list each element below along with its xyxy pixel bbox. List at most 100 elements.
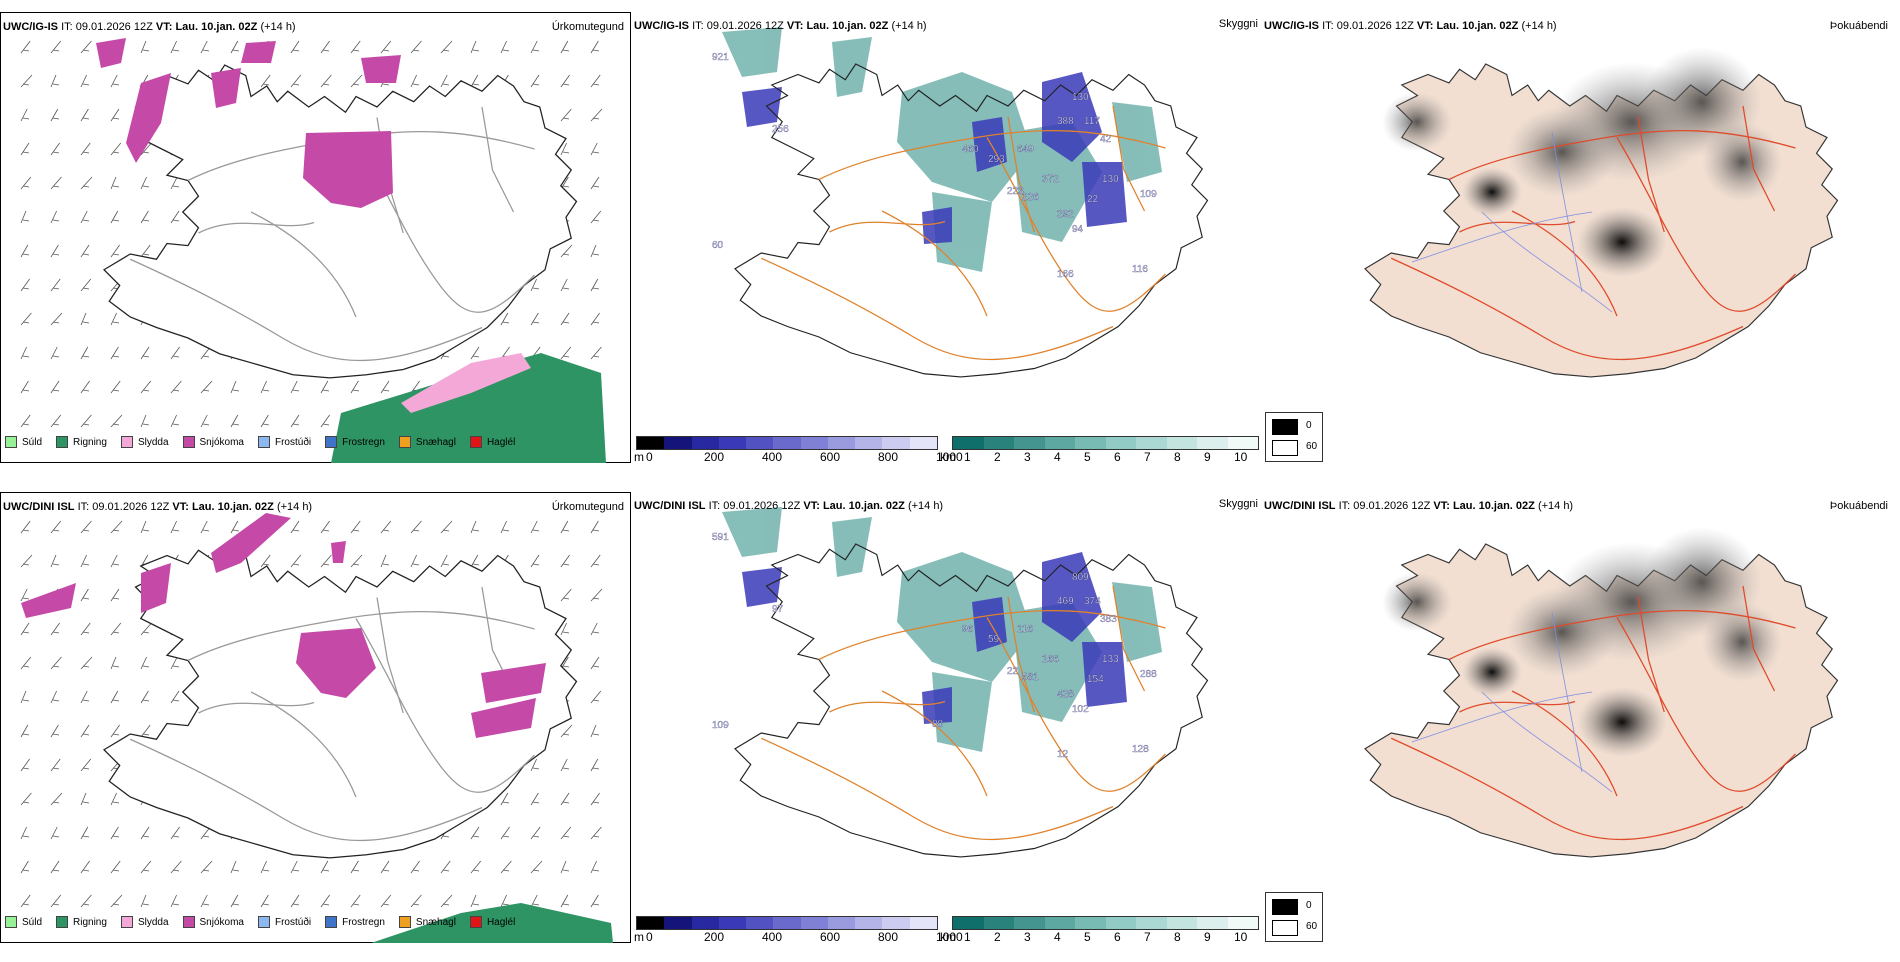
cloud-base-label: 293 <box>988 154 1005 165</box>
cloud-base-label: 116 <box>1132 264 1148 275</box>
legend-item-0: Súld <box>5 436 42 448</box>
cloud-base-label: 292 <box>1057 209 1074 220</box>
panel-header-cloud: UWC/DINI ISL IT: 09.01.2026 12Z VT: Lau.… <box>634 500 944 512</box>
cloud-panel-title: Skyggni <box>1218 498 1258 510</box>
fog-index-map <box>1364 527 1839 858</box>
cloud-panel-title: Skyggni <box>1218 18 1258 30</box>
visibility-tick: 6 <box>1114 450 1121 464</box>
legend-item-4: Frostúði <box>257 436 311 448</box>
visibility-tick: 7 <box>1144 450 1151 464</box>
cloud-base-label: 59 <box>988 634 1000 645</box>
cloud-base-label: 109 <box>712 720 729 731</box>
legend-swatch <box>182 436 195 448</box>
snow-areas <box>21 513 546 738</box>
panel-header-fog: UWC/DINI ISL IT: 09.01.2026 12Z VT: Lau.… <box>1264 500 1574 512</box>
cloud-base-tick: 800 <box>878 930 899 944</box>
cloud-base-label: 166 <box>1042 654 1059 665</box>
legend-swatch <box>325 436 338 448</box>
cloud-base-label: 469 <box>1057 596 1074 607</box>
cloud-base-tick: 200 <box>704 450 725 464</box>
legend-item-6: Snæhagl <box>398 436 456 448</box>
legend-swatch <box>257 436 270 448</box>
cloud-base-tick: 0 <box>646 930 653 944</box>
cloud-base-label: 372 <box>1042 174 1059 185</box>
fog-key-swatch-white <box>1272 920 1298 936</box>
precip-frame: UWC/DINI ISL IT: 09.01.2026 12Z VT: Lau.… <box>0 492 631 943</box>
visibility-tick: 6 <box>1114 930 1121 944</box>
visibility-tick: 2 <box>994 930 1001 944</box>
legend-swatch <box>5 916 17 928</box>
legend-swatch <box>469 436 482 448</box>
legend-swatch <box>182 916 195 928</box>
legend-item-4: Frostúði <box>257 916 311 928</box>
legend-swatch <box>120 916 133 928</box>
cloud-base-tick: 600 <box>820 450 841 464</box>
cloud-base-label: 428 <box>1057 689 1074 700</box>
cloud-base-tick: 400 <box>762 450 783 464</box>
row-ig-is: UWC/IG-IS IT: 09.01.2026 12Z VT: Lau. 10… <box>0 12 1900 482</box>
visibility-unit: km <box>940 930 956 944</box>
visibility-tick: 1 <box>964 930 971 944</box>
visibility-unit: km <box>940 450 956 464</box>
cloud-base-tick: 800 <box>878 450 899 464</box>
fog-index-key: 0 60 <box>1265 412 1323 462</box>
legend-item-6: Snæhagl <box>398 916 456 928</box>
cloud-base-label: 581 <box>1022 672 1039 683</box>
precip-type-legend: Súld Rigning Slydda Snjókoma Frostúði Fr… <box>5 432 515 452</box>
cloud-base-label: 109 <box>1140 189 1157 200</box>
cloud-base-label: 383 <box>1100 614 1117 625</box>
visibility-tick: 5 <box>1084 930 1091 944</box>
cloud-base-label: 130 <box>1072 92 1089 103</box>
visibility-tick: 3 <box>1024 930 1031 944</box>
precip-type-panel: UWC/DINI ISL IT: 09.01.2026 12Z VT: Lau.… <box>0 492 632 952</box>
cloud-base-unit: m <box>634 930 644 944</box>
cloud-base-label: 388 <box>1057 116 1074 127</box>
fog-key-swatch-white <box>1272 440 1298 456</box>
snow-areas <box>96 38 401 208</box>
precip-map <box>20 513 613 943</box>
cloud-base-label: 374 <box>1084 596 1101 607</box>
legend-item-0: Súld <box>5 916 42 928</box>
cloud-base-label: 809 <box>1072 572 1089 583</box>
legend-item-7: Haglél <box>469 916 515 928</box>
cloud-base-unit: m <box>634 450 644 464</box>
visibility-tick: 1 <box>964 450 971 464</box>
cloud-base-label: 94 <box>1072 224 1084 235</box>
precip-map <box>20 38 606 463</box>
cloud-base-label: 22 <box>1007 666 1019 677</box>
legend-item-2: Slydda <box>120 916 169 928</box>
fog-index-panel: UWC/DINI ISL IT: 09.01.2026 12Z VT: Lau.… <box>1262 492 1894 952</box>
cloud-base-colorbar <box>636 436 938 450</box>
cloud-base-label: 88 <box>932 719 944 730</box>
visibility-tick: 5 <box>1084 450 1091 464</box>
cloud-visibility-panel: 591 97 96 59 116 469 374 809 383 22 581 166 428 102 15… <box>632 492 1323 952</box>
legend-swatch <box>469 916 482 928</box>
cloud-base-label: 591 <box>712 532 729 543</box>
row-dini-isl: UWC/DINI ISL IT: 09.01.2026 12Z VT: Lau.… <box>0 492 1900 962</box>
fog-panel-title: Þokuábendi <box>1829 500 1888 512</box>
cloud-base-label: 226 <box>1022 192 1039 203</box>
cloud-base-colorbar <box>636 916 938 930</box>
cloud-base-label: 42 <box>1100 134 1112 145</box>
precip-type-panel: UWC/IG-IS IT: 09.01.2026 12Z VT: Lau. 10… <box>0 12 632 472</box>
fog-panel-title: Þokuábendi <box>1829 20 1888 32</box>
visibility-tick: 4 <box>1054 930 1061 944</box>
panel-header-cloud: UWC/IG-IS IT: 09.01.2026 12Z VT: Lau. 10… <box>634 20 927 32</box>
visibility-colorbar <box>952 436 1259 450</box>
cloud-base-label: 921 <box>712 52 729 63</box>
cloud-base-label: 60 <box>712 240 724 251</box>
legend-swatch <box>120 436 133 448</box>
cloud-base-label: 117 <box>1084 116 1100 127</box>
cloud-base-tick: 600 <box>820 930 841 944</box>
fog-index-map <box>1364 47 1839 378</box>
panel-header-fog: UWC/IG-IS IT: 09.01.2026 12Z VT: Lau. 10… <box>1264 20 1557 32</box>
fog-key-swatch-black <box>1272 899 1298 915</box>
cloud-base-label: 154 <box>1087 674 1104 685</box>
cloud-base-tick: 0 <box>646 450 653 464</box>
precip-panel-title: Úrkomutegund <box>551 501 624 513</box>
visibility-tick: 9 <box>1204 930 1211 944</box>
cloud-base-tick: 200 <box>704 930 725 944</box>
precip-type-legend: Súld Rigning Slydda Snjókoma Frostúði Fr… <box>5 912 515 932</box>
